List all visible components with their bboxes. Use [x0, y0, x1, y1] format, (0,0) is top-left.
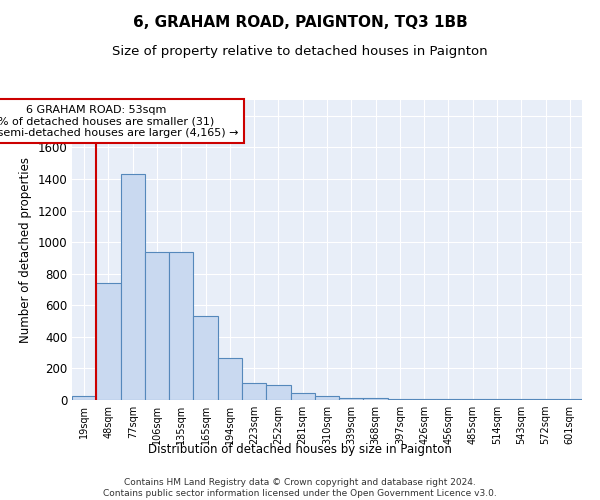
Bar [96, 283, 121, 400]
Bar [509, 399, 533, 400]
Text: Contains HM Land Registry data © Crown copyright and database right 2024.
Contai: Contains HM Land Registry data © Crown c… [103, 478, 497, 498]
Bar [193, 316, 218, 400]
Bar [412, 399, 436, 400]
Y-axis label: Number of detached properties: Number of detached properties [19, 157, 32, 343]
Bar [558, 399, 582, 400]
Text: 6 GRAHAM ROAD: 53sqm
← 1% of detached houses are smaller (31)
99% of semi-detach: 6 GRAHAM ROAD: 53sqm ← 1% of detached ho… [0, 104, 238, 138]
Text: 6, GRAHAM ROAD, PAIGNTON, TQ3 1BB: 6, GRAHAM ROAD, PAIGNTON, TQ3 1BB [133, 15, 467, 30]
Bar [315, 396, 339, 400]
Bar [388, 399, 412, 400]
Bar [145, 252, 169, 400]
Bar [242, 382, 266, 400]
Bar [121, 174, 145, 400]
Text: Distribution of detached houses by size in Paignton: Distribution of detached houses by size … [148, 442, 452, 456]
Bar [169, 252, 193, 400]
Bar [290, 393, 315, 400]
Bar [436, 399, 461, 400]
Bar [266, 385, 290, 400]
Bar [72, 396, 96, 400]
Text: Size of property relative to detached houses in Paignton: Size of property relative to detached ho… [112, 45, 488, 58]
Bar [339, 398, 364, 400]
Bar [485, 399, 509, 400]
Bar [461, 399, 485, 400]
Bar [364, 398, 388, 400]
Bar [533, 399, 558, 400]
Bar [218, 358, 242, 400]
